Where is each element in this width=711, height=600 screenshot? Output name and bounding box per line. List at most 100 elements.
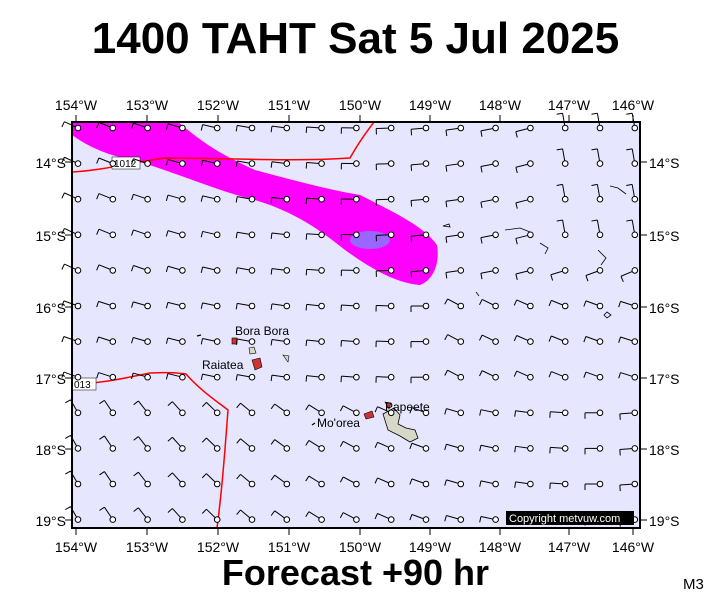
wind-barb-feather <box>444 444 447 451</box>
wind-barb-feather <box>305 339 308 347</box>
wind-station-circle <box>631 160 639 167</box>
wind-barb-feather <box>235 160 238 167</box>
wind-station-circle <box>527 195 534 203</box>
wind-station-circle <box>422 124 430 132</box>
wind-barb-feather <box>445 165 448 172</box>
wind-station-circle <box>248 373 256 381</box>
wind-station-circle <box>179 124 186 132</box>
wind-station-circle <box>596 124 604 132</box>
wind-barb-feather <box>513 299 518 306</box>
wind-barb-feather <box>133 436 139 441</box>
lat-label-right-17s: 17°S <box>649 371 680 387</box>
wind-station-circle <box>74 124 82 132</box>
wind-station-circle <box>179 195 186 203</box>
wind-station-circle <box>144 338 151 345</box>
wind-station-circle <box>213 195 221 203</box>
wind-barb-feather <box>270 474 276 481</box>
wind-station-circle <box>631 338 639 345</box>
wind-station-circle <box>631 445 639 452</box>
wind-station-circle <box>596 373 604 381</box>
wind-barb-feather <box>626 219 633 222</box>
wind-barb-feather <box>410 129 413 136</box>
wind-barb-feather <box>235 267 238 274</box>
wind-station-circle <box>283 373 291 381</box>
wind-station-circle <box>144 231 151 239</box>
wind-barbs <box>61 112 639 527</box>
wind-station-circle <box>74 480 82 488</box>
wind-barb-feather <box>270 161 273 168</box>
isobar-label-1013: 013 <box>74 380 91 391</box>
wind-barb-feather <box>235 232 238 239</box>
lon-label-top-150w: 150°W <box>339 97 382 113</box>
wind-barb-feather <box>200 231 204 238</box>
wind-barb-feather <box>620 276 624 282</box>
wind-station-circle <box>318 195 325 203</box>
wind-station-circle <box>353 409 360 417</box>
wind-station-circle <box>457 267 465 274</box>
wind-station-circle <box>457 373 465 381</box>
wind-station-circle <box>492 480 499 488</box>
wind-barb-feather <box>339 476 344 483</box>
wind-station-circle <box>248 338 256 345</box>
wind-barb-feather <box>167 472 173 478</box>
wind-barb-feather <box>626 112 633 115</box>
lon-label-top-152w: 152°W <box>197 97 240 113</box>
wind-station-circle <box>179 302 186 310</box>
wind-barb-feather <box>445 201 448 208</box>
wind-barb-feather <box>270 339 273 346</box>
wind-barb-feather <box>550 274 554 281</box>
wind-station-circle <box>422 373 430 381</box>
wind-barb-feather <box>514 446 517 453</box>
wind-station-circle <box>283 160 291 167</box>
wind-barb-feather <box>131 301 134 308</box>
wind-station-circle <box>109 338 117 345</box>
lon-label-top-147w: 147°W <box>548 97 591 113</box>
wind-station-circle <box>213 267 221 274</box>
map-ticks <box>65 115 647 535</box>
wind-station-circle <box>561 124 569 132</box>
wind-station-circle <box>492 195 499 203</box>
wind-station-circle <box>318 160 325 167</box>
model-label: M3 <box>683 576 704 593</box>
copyright-box <box>506 511 634 525</box>
wind-station-circle <box>109 409 117 417</box>
wind-barb-feather <box>165 266 169 273</box>
wind-station-circle <box>248 302 256 310</box>
wind-station-circle <box>144 124 151 132</box>
lon-label-bottom-149w: 149°W <box>409 539 452 555</box>
wind-station-circle <box>457 231 465 239</box>
wind-station-circle <box>74 445 82 452</box>
lat-label-left-17s: 17°S <box>35 371 66 387</box>
wind-station-circle <box>213 445 221 452</box>
wind-station-circle <box>387 445 395 452</box>
wind-barb-feather <box>410 271 413 278</box>
wind-station-circle <box>353 445 360 452</box>
lat-label-left-15s: 15°S <box>35 228 66 244</box>
wind-barb-feather <box>515 202 518 209</box>
wind-barb-feather <box>96 372 100 379</box>
wind-station-circle <box>492 267 499 274</box>
wind-station-circle <box>457 516 465 523</box>
wind-barb-feather <box>409 407 413 414</box>
wind-station-circle <box>561 338 569 345</box>
wind-barb-feather <box>410 200 413 207</box>
wind-station-circle <box>318 480 325 488</box>
atoll-5 <box>609 185 627 195</box>
wind-barb-feather <box>200 266 204 273</box>
wind-station-circle <box>144 302 151 310</box>
wind-barb-feather <box>133 507 139 512</box>
wind-barb-feather <box>130 158 134 165</box>
lon-label-bottom-146w: 146°W <box>612 539 655 555</box>
wind-barb-feather <box>61 371 65 378</box>
wind-barb-feather <box>515 167 518 174</box>
lon-label-top-148w: 148°W <box>479 97 522 113</box>
wind-station-circle <box>387 231 395 239</box>
wind-station-circle <box>283 302 291 310</box>
wind-barb-feather <box>96 122 100 129</box>
wind-barb-feather <box>61 300 65 307</box>
wind-station-circle <box>248 160 256 167</box>
wind-barb-feather <box>480 130 483 137</box>
wind-barb-feather <box>480 166 483 173</box>
wind-barb-feather <box>165 194 169 201</box>
wind-barb-feather <box>515 131 518 138</box>
